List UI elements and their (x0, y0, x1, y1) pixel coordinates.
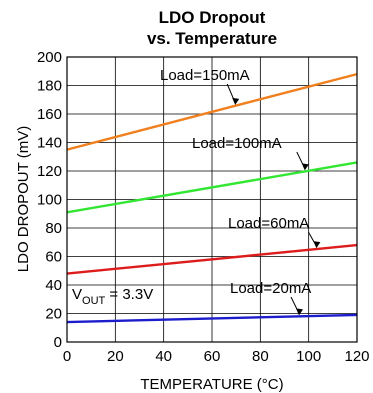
y-tick-label: 20 (45, 306, 62, 323)
y-tick-label: 160 (37, 106, 62, 123)
series-line-4 (66, 313, 358, 324)
series-lines (66, 72, 358, 324)
x-tick-label: 100 (296, 348, 321, 365)
x-tick-label: 60 (204, 348, 221, 365)
condition-value: = 3.3V (105, 286, 153, 303)
x-axis-label: TEMPERATURE (°C) (140, 376, 283, 393)
y-tick-label: 60 (45, 249, 62, 266)
annotation-arrow-head (296, 308, 303, 316)
y-tick-label: 120 (37, 163, 62, 180)
condition-v: V (72, 286, 82, 303)
series-label-1: Load=150mA (160, 67, 250, 84)
plot-frame (66, 56, 358, 343)
x-tick-label: 120 (344, 348, 369, 365)
x-tick-label: 20 (107, 348, 124, 365)
series-annotations: Load=150mA Load=100mA Load=60mA Load=20mA (160, 67, 321, 316)
x-axis-ticks: 0 20 40 60 80 100 120 (63, 348, 370, 365)
chart-title-line2: vs. Temperature (147, 29, 277, 48)
y-tick-label: 200 (37, 49, 62, 66)
series-label-4: Load=20mA (230, 280, 311, 297)
y-axis-label: LDO DROPOUT (mV) (15, 126, 32, 272)
y-tick-label: 40 (45, 277, 62, 294)
series-line-1 (66, 72, 358, 151)
series-line-2 (66, 161, 358, 214)
y-tick-label: 0 (54, 334, 62, 351)
condition-label: VOUT = 3.3V (72, 286, 153, 307)
y-tick-label: 80 (45, 220, 62, 237)
y-tick-label: 100 (37, 192, 62, 209)
x-tick-label: 0 (63, 348, 71, 365)
y-axis-ticks: 0 20 40 60 80 100 120 140 160 180 200 (37, 49, 62, 351)
x-tick-label: 40 (155, 348, 172, 365)
y-tick-label: 180 (37, 78, 62, 95)
chart-title-line1: LDO Dropout (159, 8, 266, 27)
y-tick-label: 140 (37, 135, 62, 152)
annotation-arrow-head (232, 97, 240, 105)
series-line-3 (66, 243, 358, 275)
condition-subscript: OUT (82, 295, 106, 307)
series-label-2: Load=100mA (192, 135, 282, 152)
annotation-arrow-head (301, 163, 309, 171)
annotation-arrow-head (313, 241, 321, 249)
series-label-3: Load=60mA (228, 215, 309, 232)
x-tick-label: 80 (252, 348, 269, 365)
